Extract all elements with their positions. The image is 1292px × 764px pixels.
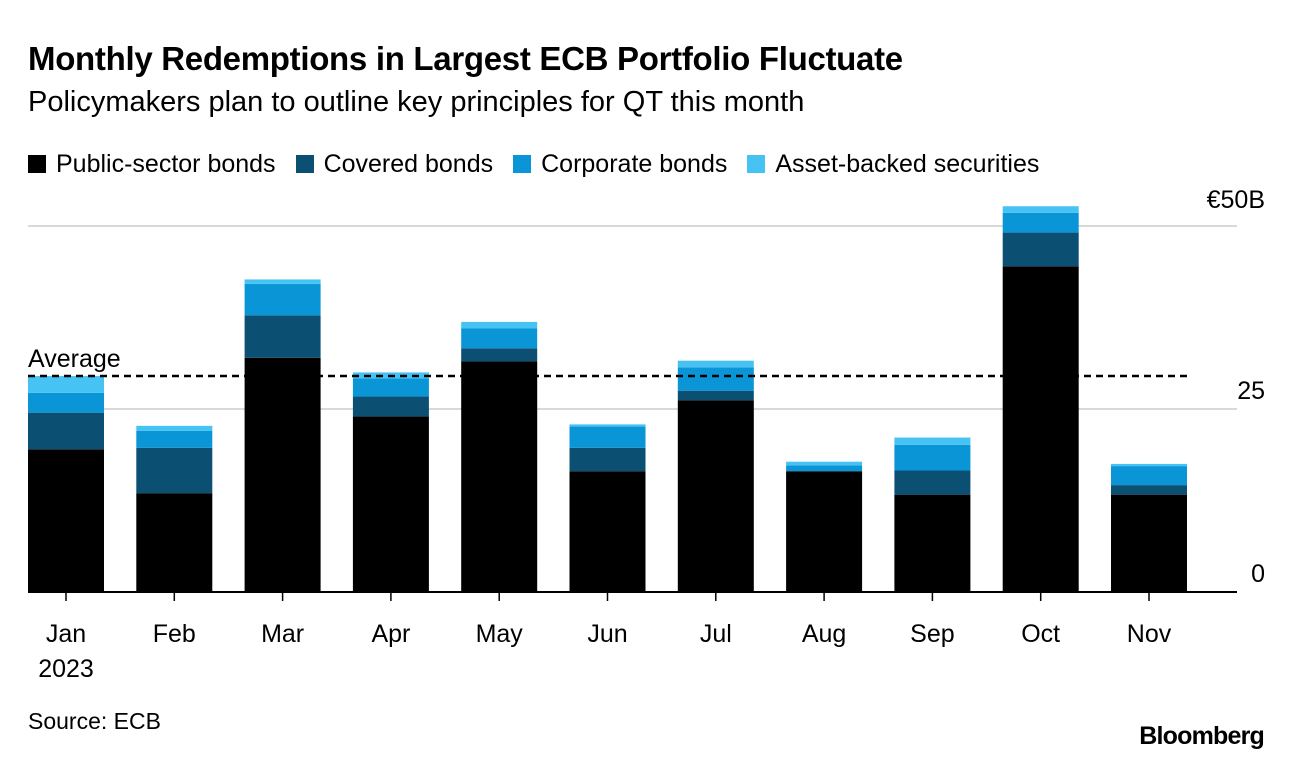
bar-segment xyxy=(677,400,754,592)
bar-segment xyxy=(1111,494,1187,592)
bar-segment xyxy=(569,426,646,448)
x-tick-label: Jul xyxy=(700,620,732,648)
bar-segment xyxy=(136,493,213,592)
bar-segment xyxy=(677,390,754,401)
bar-segment xyxy=(352,396,429,417)
legend-swatch xyxy=(28,155,46,173)
bar-segment xyxy=(28,449,104,592)
bar-segment xyxy=(244,283,321,316)
x-tick-label: Feb xyxy=(153,620,196,648)
bar-segment xyxy=(569,424,646,427)
bar-segment xyxy=(786,471,863,592)
bar-segment xyxy=(1111,485,1187,495)
bar-segment xyxy=(461,361,538,592)
x-tick-label: Oct xyxy=(1021,620,1060,648)
bar-segment xyxy=(569,447,646,472)
legend-label: Asset-backed securities xyxy=(775,149,1040,178)
legend-swatch xyxy=(747,155,766,173)
bar-segment xyxy=(1111,463,1187,467)
x-year-label: 2023 xyxy=(38,655,94,683)
bar-segment xyxy=(136,425,213,431)
bar-segment xyxy=(677,360,754,368)
bar-segment xyxy=(28,412,104,450)
legend-swatch xyxy=(513,155,532,173)
bar-segment xyxy=(1111,466,1187,486)
bar-segment xyxy=(28,392,104,413)
bar-segment xyxy=(136,430,213,448)
legend-label: Public-sector bonds xyxy=(56,149,276,178)
bar-segment xyxy=(894,444,971,471)
legend-label: Corporate bonds xyxy=(541,149,728,178)
bar-segment xyxy=(136,447,213,494)
y-tick-label: €50B xyxy=(1207,186,1265,214)
y-tick-label: 25 xyxy=(1237,377,1265,405)
bar-segment xyxy=(569,471,646,592)
x-tick-label: Aug xyxy=(802,620,846,648)
bar-segment xyxy=(461,328,538,349)
x-tick-label: Jun xyxy=(587,620,627,648)
bar-segment xyxy=(894,470,971,495)
x-tick-label: Sep xyxy=(910,620,954,648)
chart-title: Monthly Redemptions in Largest ECB Portf… xyxy=(28,40,903,77)
bar-segment xyxy=(244,315,321,358)
legend-item: Asset-backed securities xyxy=(747,150,1039,179)
x-tick-label: May xyxy=(476,620,524,648)
source-note: Source: ECB xyxy=(28,708,161,734)
bar-segment xyxy=(352,416,429,592)
bar-segment xyxy=(786,461,863,466)
bar-segment xyxy=(677,367,754,391)
bar-segment xyxy=(786,465,863,472)
legend-item: Covered bonds xyxy=(295,149,494,179)
legend-swatch xyxy=(295,155,314,173)
bar-segment xyxy=(1002,232,1079,267)
bar-segment xyxy=(894,437,971,445)
bar-segment xyxy=(461,321,538,329)
average-label: Average xyxy=(28,345,121,373)
x-tick-label: Apr xyxy=(371,620,410,648)
bar-segment xyxy=(1002,212,1079,233)
bar-segment xyxy=(1002,266,1079,592)
x-tick-label: Jan xyxy=(46,620,86,648)
bar-segment xyxy=(244,357,321,592)
bar-segment xyxy=(28,376,104,393)
bloomberg-logo: Bloomberg xyxy=(1139,722,1265,750)
bar-segment xyxy=(1002,206,1079,213)
legend-label: Covered bonds xyxy=(323,149,494,178)
bar-segment xyxy=(244,279,321,284)
bar-segment xyxy=(461,348,538,362)
x-tick-label: Mar xyxy=(261,620,304,648)
bar-segment xyxy=(894,494,971,592)
x-tick-label: Nov xyxy=(1127,620,1172,648)
chart-subtitle: Policymakers plan to outline key princip… xyxy=(28,86,805,118)
legend-item: Public-sector bonds xyxy=(28,150,276,179)
legend-item: Corporate bonds xyxy=(513,150,727,179)
bar-segment xyxy=(352,378,429,397)
legend: Public-sector bonds Covered bonds Corporat… xyxy=(28,148,1059,180)
y-tick-label: 0 xyxy=(1251,560,1265,588)
